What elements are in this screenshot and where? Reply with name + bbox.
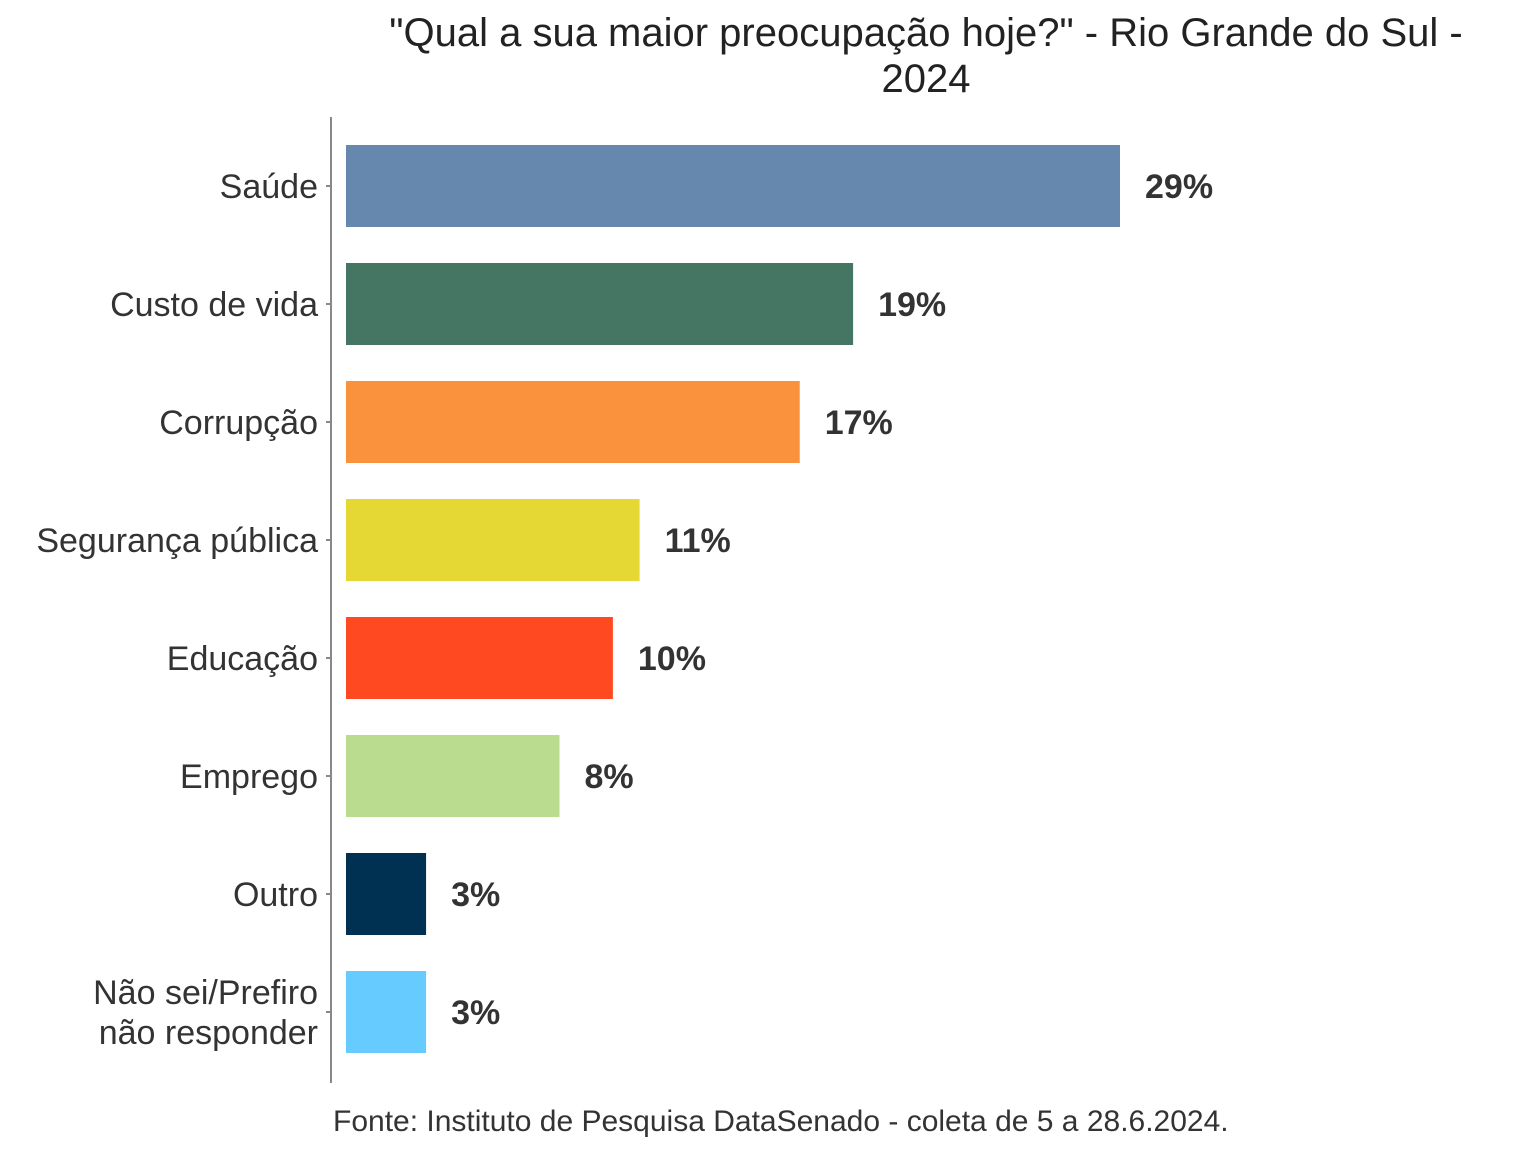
category-label: Emprego <box>180 758 318 796</box>
data-label: 3% <box>451 994 500 1032</box>
bar <box>346 499 640 581</box>
category-label: Saúde <box>220 168 318 206</box>
bar <box>346 263 854 345</box>
category-label: Educação <box>167 640 318 678</box>
data-label: 29% <box>1145 168 1213 206</box>
category-label: Segurança pública <box>36 522 318 560</box>
bar <box>346 971 427 1053</box>
data-label: 19% <box>878 286 946 324</box>
category-label: Não sei/Prefiro não responder <box>93 974 318 1052</box>
data-label: 17% <box>825 404 893 442</box>
bars-group: 29% Saúde 19% Custo de vida 17% Corrupção 11% S… <box>36 145 1213 1053</box>
chart-title-line2: 2024 <box>882 57 971 101</box>
chart-title-line1: "Qual a sua maior preocupação hoje?" - R… <box>389 11 1462 55</box>
data-label: 10% <box>638 640 706 678</box>
source-caption: Fonte: Instituto de Pesquisa DataSenado … <box>333 1105 1229 1138</box>
bar <box>346 145 1120 227</box>
category-label: Outro <box>233 876 318 914</box>
data-label: 11% <box>665 522 731 560</box>
data-label: 8% <box>585 758 634 796</box>
bar <box>346 853 427 935</box>
bar <box>346 617 613 699</box>
bar <box>346 735 560 817</box>
category-label: Corrupção <box>159 404 318 442</box>
category-label: Custo de vida <box>110 286 318 324</box>
bar <box>346 381 800 463</box>
data-label: 3% <box>451 876 500 914</box>
